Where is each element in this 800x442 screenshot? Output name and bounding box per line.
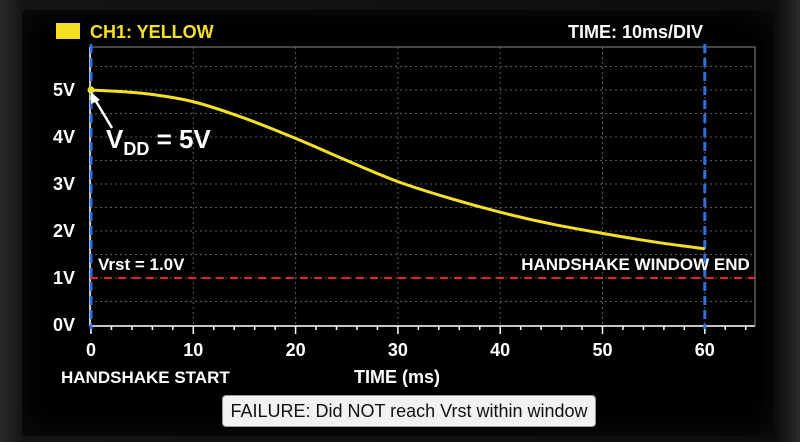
status-message: FAILURE: Did NOT reach Vrst within windo… xyxy=(222,395,596,427)
y-tick-label: 3V xyxy=(53,174,75,194)
y-tick-label: 2V xyxy=(53,221,75,241)
x-tick-label: 0 xyxy=(86,340,96,360)
annotation-arrow-shaft xyxy=(92,97,114,129)
x-tick-label: 60 xyxy=(695,340,715,360)
y-tick-label: 0V xyxy=(53,315,75,335)
markers: HANDSHAKE START HANDSHAKE WINDOW END xyxy=(61,44,750,387)
plot-frame xyxy=(89,46,756,327)
vdd-annotation: VDD = 5V xyxy=(91,92,211,159)
vdd-text: VDD = 5V xyxy=(106,124,211,159)
grid xyxy=(90,47,755,326)
x-axis-label: TIME (ms) xyxy=(354,367,440,387)
timebase-label: TIME: 10ms/DIV xyxy=(568,22,703,42)
x-tick-label: 30 xyxy=(388,340,408,360)
y-tick-label: 5V xyxy=(53,80,75,100)
x-tick-label: 50 xyxy=(592,340,612,360)
tick-labels: 0 10 20 30 40 50 60 0V 1V 2V 3V 4V 5V xyxy=(53,80,715,360)
marker-label-start: HANDSHAKE START xyxy=(61,368,230,387)
series-line xyxy=(90,88,706,251)
y-tick-label: 1V xyxy=(53,268,75,288)
threshold-label: Vrst = 1.0V xyxy=(98,255,185,274)
x-tick-label: 20 xyxy=(286,340,306,360)
x-tick-label: 10 xyxy=(183,340,203,360)
channel-swatch xyxy=(56,23,80,39)
annotation-arrowhead xyxy=(91,92,100,104)
x-tick-label: 40 xyxy=(490,340,510,360)
marker-label-end: HANDSHAKE WINDOW END xyxy=(521,255,750,274)
y-tick-label: 4V xyxy=(53,127,75,147)
channel-label: CH1: YELLOW xyxy=(90,22,214,42)
